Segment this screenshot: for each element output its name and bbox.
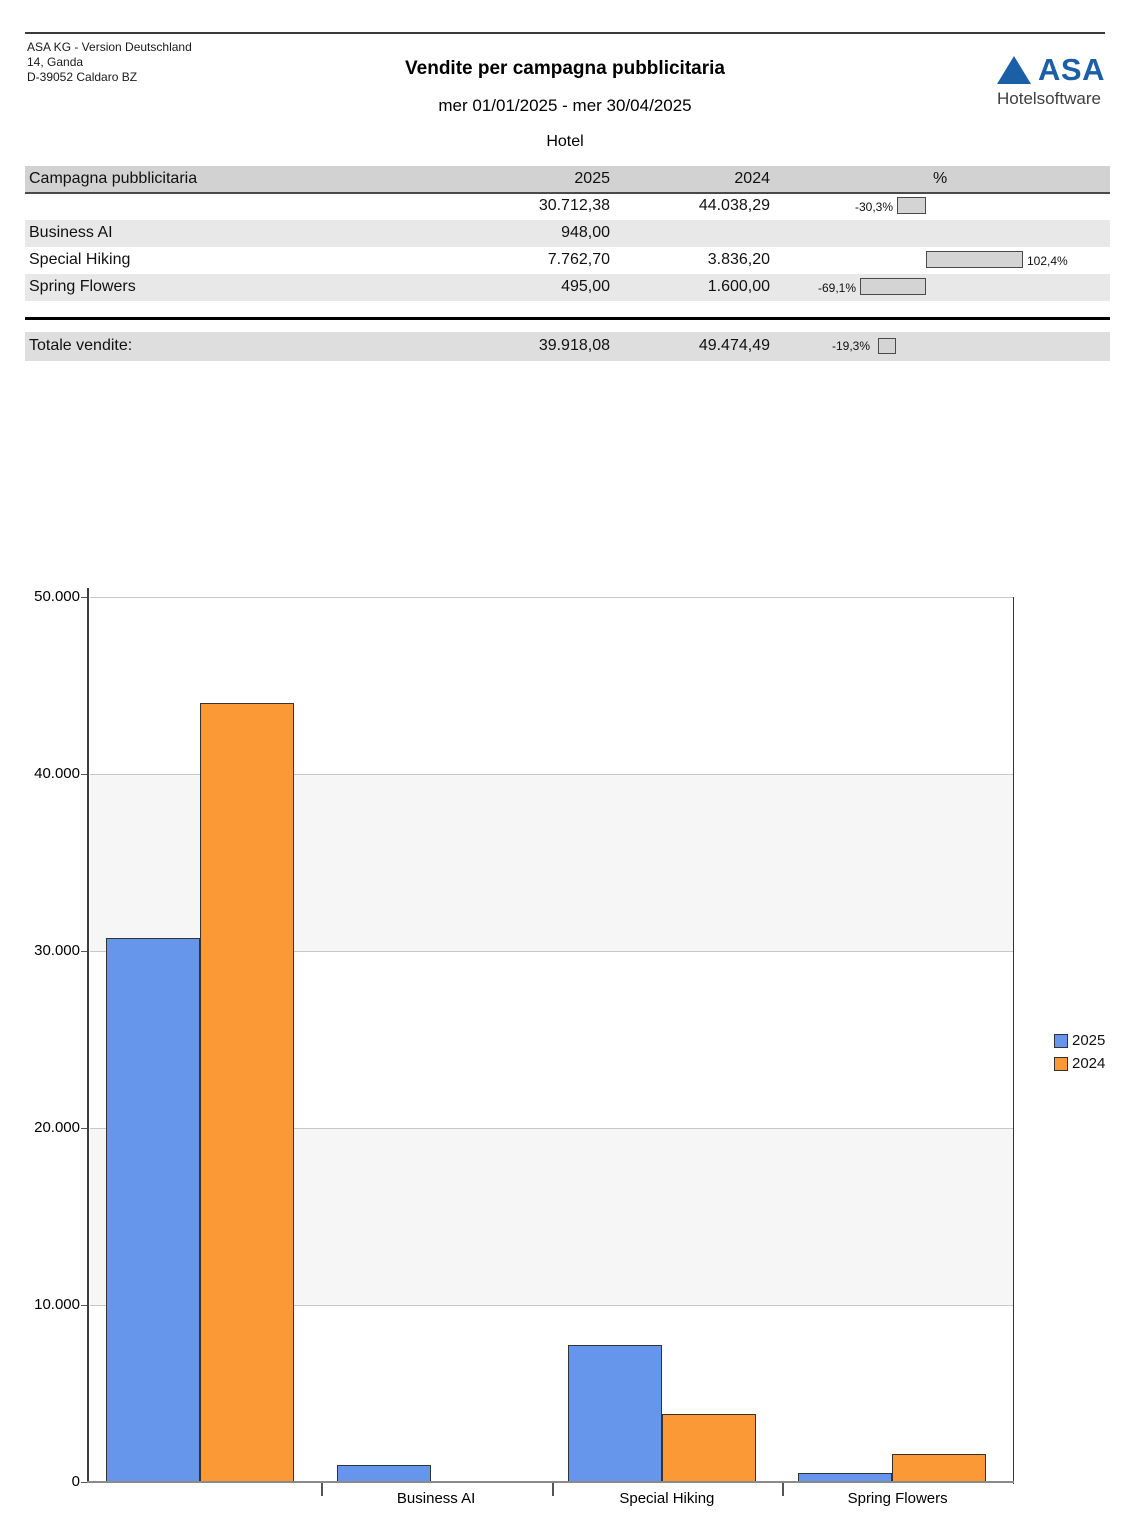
report-date-range: mer 01/01/2025 - mer 30/04/2025 bbox=[438, 96, 692, 115]
x-axis-tick bbox=[782, 1483, 784, 1496]
percent-value: -30,3% bbox=[854, 200, 893, 214]
legend-label-2025: 2025 bbox=[1072, 1032, 1106, 1049]
table-row: Special Hiking 7.762,70 3.836,20 102,4% bbox=[25, 247, 1110, 274]
value-2025: 30.712,38 bbox=[538, 197, 610, 214]
legend-item-2024: 2024 bbox=[1054, 1052, 1105, 1075]
y-axis-tick-label: 0 bbox=[71, 1473, 80, 1490]
logo-triangle-icon bbox=[997, 56, 1031, 84]
column-header-2025: 2025 bbox=[574, 170, 610, 187]
x-axis-category-label: Special Hiking bbox=[619, 1490, 715, 1507]
plot-right-border bbox=[1013, 597, 1014, 1484]
x-axis-category-label: Spring Flowers bbox=[847, 1490, 948, 1507]
y-axis-tick bbox=[81, 774, 88, 775]
percent-value: 102,4% bbox=[1027, 254, 1068, 268]
percent-bar bbox=[897, 197, 926, 214]
gridline bbox=[90, 951, 1013, 952]
legend-item-2025: 2025 bbox=[1054, 1029, 1105, 1052]
company-address-line: D-39052 Caldaro BZ bbox=[27, 70, 138, 84]
percent-bar bbox=[926, 251, 1023, 268]
value-2025: 7.762,70 bbox=[547, 251, 610, 268]
x-axis-category-label: Business AI bbox=[396, 1490, 476, 1507]
asa-logo: ASA Hotelsoftware bbox=[997, 52, 1105, 109]
report-scope: Hotel bbox=[546, 133, 584, 150]
legend-swatch-2024 bbox=[1054, 1056, 1068, 1071]
report-title: Vendite per campagna pubblicitaria bbox=[405, 58, 725, 79]
x-axis-tick bbox=[552, 1483, 554, 1496]
y-axis-tick-label: 20.000 bbox=[34, 1119, 80, 1136]
legend-label-2024: 2024 bbox=[1072, 1055, 1106, 1072]
x-axis-tick bbox=[321, 1483, 323, 1496]
y-axis-tick-label: 10.000 bbox=[34, 1296, 80, 1313]
gridline bbox=[90, 1128, 1013, 1129]
chart-bar-2024-group1 bbox=[200, 703, 294, 1482]
y-axis-tick bbox=[81, 951, 88, 952]
value-2024: 1.600,00 bbox=[707, 278, 770, 295]
chart-bar-2025-Special Hiking bbox=[568, 1345, 662, 1482]
logo-brand-text: ASA bbox=[1038, 52, 1105, 87]
y-axis-tick bbox=[81, 1482, 88, 1483]
value-2024: 3.836,20 bbox=[707, 251, 770, 268]
y-axis-tick-label: 30.000 bbox=[34, 942, 80, 959]
y-axis-line bbox=[87, 588, 89, 1482]
chart-bar-2024-Spring Flowers bbox=[892, 1454, 986, 1482]
company-address: ASA KG - Version Deutschland 14, Ganda D… bbox=[27, 40, 192, 85]
table-row: Spring Flowers 495,00 1.600,00 -69,1% bbox=[25, 274, 1110, 301]
total-value-2024: 49.474,49 bbox=[698, 337, 770, 354]
chart-legend: 2025 2024 bbox=[1054, 1029, 1105, 1075]
y-axis-tick-label: 50.000 bbox=[34, 588, 80, 605]
campaign-name: Business AI bbox=[29, 224, 113, 241]
column-header-percent: % bbox=[933, 170, 948, 187]
logo-tagline: Hotelsoftware bbox=[997, 89, 1101, 108]
gridline bbox=[90, 774, 1013, 775]
y-axis-tick bbox=[81, 1305, 88, 1306]
table-row: Business AI 948,00 bbox=[25, 220, 1110, 247]
y-axis-tick bbox=[81, 1128, 88, 1129]
table-total-divider bbox=[25, 317, 1110, 320]
y-axis-tick bbox=[81, 597, 88, 598]
report-header: Vendite per campagna pubblicitaria mer 0… bbox=[170, 58, 960, 151]
legend-swatch-2025 bbox=[1054, 1033, 1068, 1048]
table-header-row: Campagna pubblicitaria 2025 2024 % bbox=[25, 166, 1110, 194]
chart-bar-2025-Business AI bbox=[337, 1465, 431, 1482]
chart-bar-2025-group1 bbox=[106, 938, 200, 1482]
chart-bar-2024-Special Hiking bbox=[662, 1414, 756, 1482]
total-value-2025: 39.918,08 bbox=[538, 337, 610, 354]
campaign-name: Special Hiking bbox=[29, 251, 131, 268]
column-header-campaign: Campagna pubblicitaria bbox=[29, 170, 198, 187]
percent-value: -69,1% bbox=[817, 281, 856, 295]
header-divider bbox=[25, 32, 1105, 34]
value-2025: 948,00 bbox=[561, 224, 610, 241]
total-label: Totale vendite: bbox=[29, 337, 133, 354]
gridline bbox=[90, 1305, 1013, 1306]
campaign-name: Spring Flowers bbox=[29, 278, 136, 295]
company-address-line: 14, Ganda bbox=[27, 55, 84, 69]
table-total-row: Totale vendite: 39.918,08 49.474,49 -19,… bbox=[25, 332, 1110, 361]
x-axis-line bbox=[87, 1481, 1014, 1483]
table-row: 30.712,38 44.038,29 -30,3% bbox=[25, 193, 1110, 220]
gridline bbox=[90, 597, 1013, 598]
total-percent-value: -19,3% bbox=[831, 339, 870, 353]
percent-bar bbox=[860, 278, 926, 295]
column-header-2024: 2024 bbox=[734, 170, 770, 187]
y-axis-tick-label: 40.000 bbox=[34, 765, 80, 782]
total-percent-bar bbox=[878, 338, 896, 354]
company-address-line: ASA KG - Version Deutschland bbox=[27, 40, 192, 54]
value-2025: 495,00 bbox=[561, 278, 610, 295]
value-2024: 44.038,29 bbox=[698, 197, 770, 214]
